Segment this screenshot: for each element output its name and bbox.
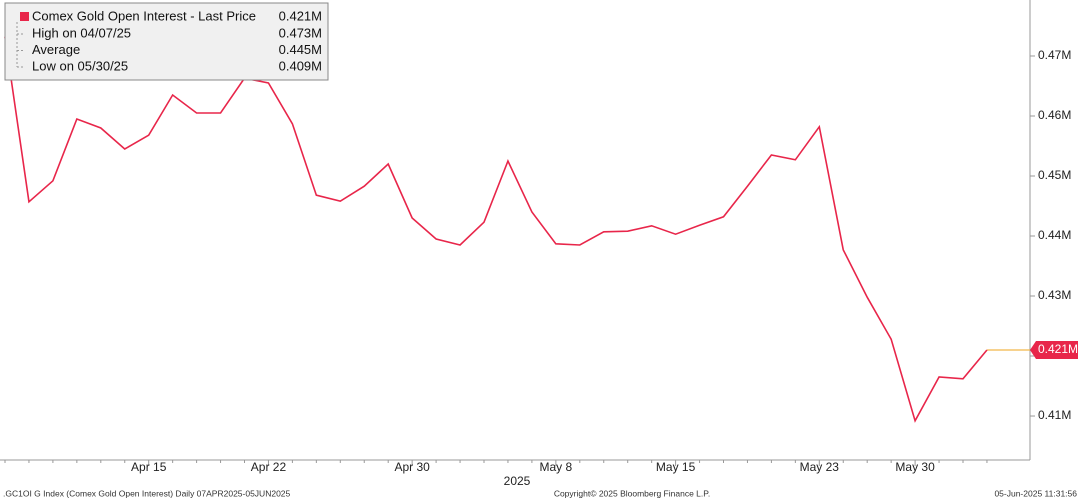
legend-swatch	[20, 12, 29, 21]
x-tick-label: May 8	[540, 460, 573, 474]
legend-stat-name: Average	[32, 42, 80, 57]
legend-stat-value: 0.445M	[279, 42, 322, 57]
x-tick-label: Apr 22	[251, 460, 287, 474]
legend-value: 0.421M	[279, 8, 322, 23]
x-tick-label: Apr 15	[131, 460, 167, 474]
last-price-label: 0.421M	[1038, 342, 1078, 356]
x-tick-label: May 30	[895, 460, 935, 474]
legend-stat-value: 0.473M	[279, 25, 322, 40]
last-price-tag	[1030, 341, 1078, 360]
series-line	[4, 36, 988, 423]
x-tick-label: May 15	[656, 460, 696, 474]
y-tick-label: 0.45M	[1038, 168, 1071, 182]
y-tick-label: 0.47M	[1038, 48, 1071, 62]
footer-left: .GC1OI G Index (Comex Gold Open Interest…	[3, 488, 291, 498]
footer-center: Copyright© 2025 Bloomberg Finance L.P.	[554, 488, 710, 498]
y-tick-label: 0.43M	[1038, 288, 1071, 302]
y-tick-label: 0.44M	[1038, 228, 1071, 242]
legend-stat-name: Low on 05/30/25	[32, 58, 128, 73]
footer-right: 05-Jun-2025 11:31:56	[994, 488, 1077, 498]
legend-box	[4, 2, 329, 81]
legend-stat-name: High on 04/07/25	[32, 25, 131, 40]
x-tick-label: May 23	[800, 460, 840, 474]
y-tick-label: 0.46M	[1038, 108, 1071, 122]
y-tick-label: 0.41M	[1038, 408, 1071, 422]
legend-stat-value: 0.409M	[279, 58, 322, 73]
x-axis-label: 2025	[504, 474, 531, 488]
x-tick-label: Apr 30	[394, 460, 430, 474]
legend-label: Comex Gold Open Interest - Last Price	[32, 8, 256, 23]
